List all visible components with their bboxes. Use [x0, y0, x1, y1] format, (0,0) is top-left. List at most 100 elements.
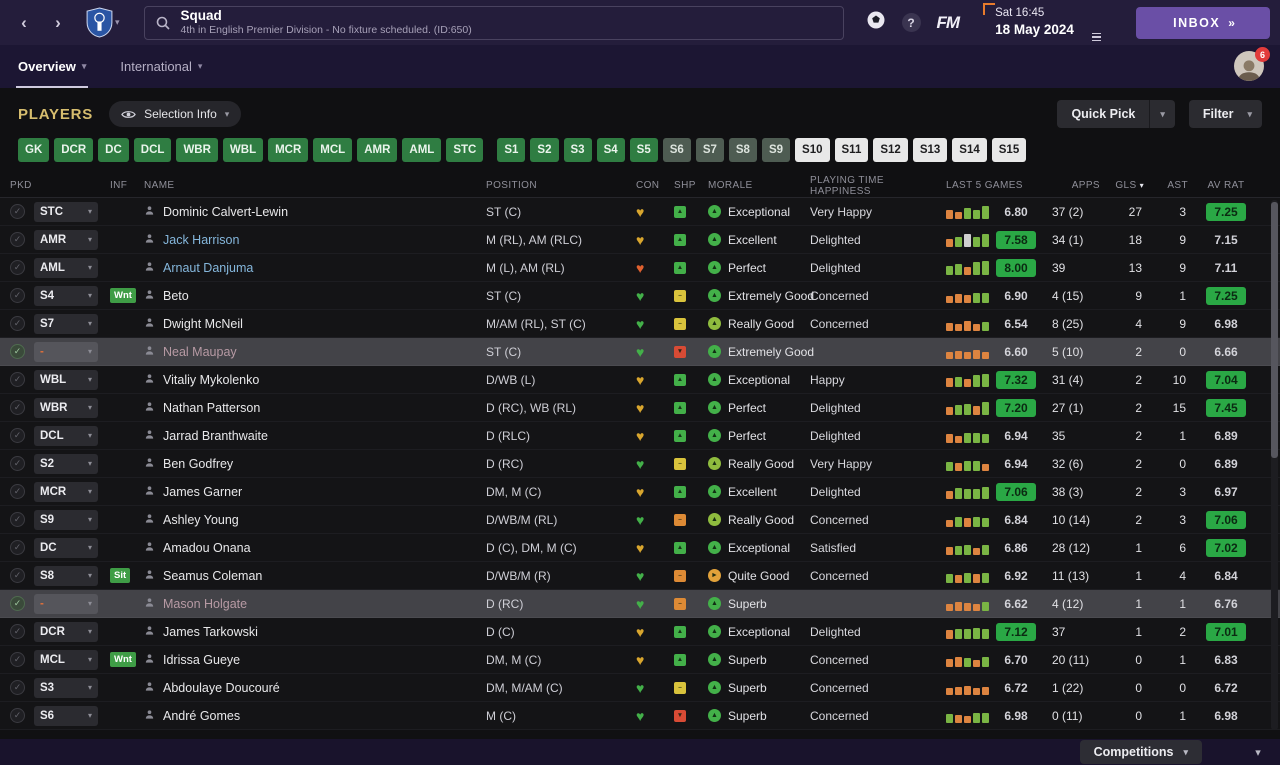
- picked-position-dropdown[interactable]: STC ▾: [34, 201, 98, 222]
- column-header-happiness[interactable]: PLAYING TIME HAPPINESS: [810, 174, 884, 197]
- picked-position-dropdown[interactable]: - ▾: [34, 593, 98, 614]
- player-row[interactable]: ✓ MCR ▾ James Garner DM, M (C) ♥ ▲ ▲ Excellent De…: [0, 478, 1280, 506]
- column-header-con[interactable]: CON: [636, 180, 660, 191]
- select-player-checkbox[interactable]: ✓: [10, 596, 25, 611]
- position-filter-s7[interactable]: S7: [695, 138, 724, 162]
- club-badge[interactable]: ▾: [86, 7, 120, 38]
- quick-pick-button[interactable]: Quick Pick ▾: [1057, 100, 1175, 128]
- position-filter-amr[interactable]: AMR: [357, 138, 398, 162]
- position-filter-s5[interactable]: S5: [629, 138, 658, 162]
- position-filter-s14[interactable]: S14: [952, 138, 987, 162]
- select-player-checkbox[interactable]: ✓: [10, 400, 25, 415]
- inbox-button[interactable]: INBOX »: [1136, 6, 1270, 39]
- player-name[interactable]: Dominic Calvert-Lewin: [163, 204, 289, 219]
- position-filter-aml[interactable]: AML: [402, 138, 442, 162]
- position-filter-dcl[interactable]: DCL: [133, 138, 172, 162]
- player-name[interactable]: Vitaliy Mykolenko: [163, 372, 260, 387]
- picked-position-dropdown[interactable]: DC ▾: [34, 537, 98, 558]
- position-filter-dcr[interactable]: DCR: [54, 138, 94, 162]
- column-header-shp[interactable]: SHP: [674, 180, 696, 191]
- picked-position-dropdown[interactable]: WBR ▾: [34, 397, 98, 418]
- player-name[interactable]: Amadou Onana: [163, 540, 251, 555]
- column-header-pkd[interactable]: PKD: [10, 180, 32, 191]
- help-icon[interactable]: ?: [901, 13, 921, 32]
- player-name[interactable]: Dwight McNeil: [163, 316, 243, 331]
- selection-info-dropdown[interactable]: Selection Info ▾: [109, 101, 242, 127]
- column-header-position[interactable]: POSITION: [486, 180, 537, 191]
- picked-position-dropdown[interactable]: DCR ▾: [34, 621, 98, 642]
- player-name[interactable]: Neal Maupay: [163, 344, 237, 359]
- notification-badge[interactable]: 6: [1255, 47, 1270, 62]
- player-row[interactable]: ✓ S3 ▾ Abdoulaye Doucouré DM, M/AM (C) ♥ – ▲ Sup…: [0, 674, 1280, 702]
- picked-position-dropdown[interactable]: AML ▾: [34, 257, 98, 278]
- select-player-checkbox[interactable]: ✓: [10, 484, 25, 499]
- picked-position-dropdown[interactable]: S2 ▾: [34, 453, 98, 474]
- vertical-scrollbar[interactable]: [1271, 200, 1278, 730]
- player-name[interactable]: Ashley Young: [163, 512, 239, 527]
- picked-position-dropdown[interactable]: AMR ▾: [34, 229, 98, 250]
- manager-avatar[interactable]: 6: [1234, 47, 1270, 83]
- column-header-inf[interactable]: INF: [110, 180, 128, 191]
- position-filter-s8[interactable]: S8: [728, 138, 757, 162]
- player-row[interactable]: ✓ S6 ▾ André Gomes M (C) ♥ ▼ ▲ Superb Concerned 6.…: [0, 702, 1280, 730]
- player-row[interactable]: ✓ WBL ▾ Vitaliy Mykolenko D/WB (L) ♥ ▲ ▲ Excepti…: [0, 366, 1280, 394]
- position-filter-s11[interactable]: S11: [834, 138, 869, 162]
- position-filter-s10[interactable]: S10: [795, 138, 830, 162]
- position-filter-s6[interactable]: S6: [662, 138, 691, 162]
- position-filter-gk[interactable]: GK: [18, 138, 50, 162]
- scrollbar-thumb[interactable]: [1271, 202, 1278, 458]
- expand-panel-chevron[interactable]: ▾: [1255, 746, 1261, 759]
- position-filter-mcl[interactable]: MCL: [313, 138, 353, 162]
- picked-position-dropdown[interactable]: S6 ▾: [34, 705, 98, 726]
- column-header-avrat[interactable]: AV RAT: [1207, 180, 1245, 191]
- select-player-checkbox[interactable]: ✓: [10, 316, 25, 331]
- column-header-ast[interactable]: AST: [1167, 180, 1188, 191]
- position-filter-s3[interactable]: S3: [563, 138, 592, 162]
- select-player-checkbox[interactable]: ✓: [10, 428, 25, 443]
- player-name[interactable]: Arnaut Danjuma: [163, 260, 254, 275]
- player-name[interactable]: Ben Godfrey: [163, 456, 234, 471]
- position-filter-s13[interactable]: S13: [912, 138, 948, 162]
- player-row[interactable]: ✓ S4 ▾ Wnt Beto ST (C) ♥ – ▲ Extremely Good Concer…: [0, 282, 1280, 310]
- back-button[interactable]: ‹: [21, 12, 27, 32]
- picked-position-dropdown[interactable]: S4 ▾: [34, 285, 98, 306]
- picked-position-dropdown[interactable]: MCR ▾: [34, 481, 98, 502]
- player-name[interactable]: Idrissa Gueye: [163, 652, 241, 667]
- player-row[interactable]: ✓ WBR ▾ Nathan Patterson D (RC), WB (RL) ♥ ▲ ▲ P…: [0, 394, 1280, 422]
- player-row[interactable]: ✓ DCL ▾ Jarrad Branthwaite D (RLC) ♥ ▲ ▲ Perfect…: [0, 422, 1280, 450]
- filter-button[interactable]: Filter ▾: [1188, 100, 1262, 128]
- select-player-checkbox[interactable]: ✓: [10, 708, 25, 723]
- position-filter-s1[interactable]: S1: [497, 138, 526, 162]
- player-name[interactable]: Nathan Patterson: [163, 400, 261, 415]
- player-row[interactable]: ✓ S8 ▾ Sit Seamus Coleman D/WB/M (R) ♥ – ► Quite …: [0, 562, 1280, 590]
- player-row[interactable]: ✓ S2 ▾ Ben Godfrey D (RC) ♥ – ▲ Really Good Very …: [0, 450, 1280, 478]
- position-filter-s15[interactable]: S15: [991, 138, 1027, 162]
- player-name[interactable]: Jack Harrison: [163, 232, 240, 247]
- competitions-button[interactable]: Competitions ▾: [1079, 740, 1202, 764]
- select-player-checkbox[interactable]: ✓: [10, 568, 25, 583]
- picked-position-dropdown[interactable]: S8 ▾: [34, 565, 98, 586]
- player-name[interactable]: Beto: [163, 288, 189, 303]
- player-row[interactable]: ✓ DC ▾ Amadou Onana D (C), DM, M (C) ♥ ▲ ▲ Excep…: [0, 534, 1280, 562]
- player-row[interactable]: ✓ - ▾ Mason Holgate D (RC) ♥ – ▲ Superb 6.62 4 (12…: [0, 590, 1280, 618]
- picked-position-dropdown[interactable]: MCL ▾: [34, 649, 98, 670]
- picked-position-dropdown[interactable]: S7 ▾: [34, 313, 98, 334]
- position-filter-dc[interactable]: DC: [98, 138, 129, 162]
- position-filter-mcr[interactable]: MCR: [268, 138, 309, 162]
- player-name[interactable]: James Tarkowski: [163, 624, 258, 639]
- picked-position-dropdown[interactable]: DCL ▾: [34, 425, 98, 446]
- column-header-last5[interactable]: LAST 5 GAMES: [946, 180, 1023, 191]
- select-player-checkbox[interactable]: ✓: [10, 652, 25, 667]
- picked-position-dropdown[interactable]: S9 ▾: [34, 509, 98, 530]
- football-icon[interactable]: [866, 10, 886, 35]
- player-name[interactable]: James Garner: [163, 484, 243, 499]
- player-row[interactable]: ✓ STC ▾ Dominic Calvert-Lewin ST (C) ♥ ▲ ▲ Excep…: [0, 198, 1280, 226]
- tab-international[interactable]: International ▾: [120, 59, 203, 74]
- player-name[interactable]: Seamus Coleman: [163, 568, 263, 583]
- select-player-checkbox[interactable]: ✓: [10, 680, 25, 695]
- position-filter-s4[interactable]: S4: [596, 138, 625, 162]
- position-filter-wbl[interactable]: WBL: [222, 138, 264, 162]
- select-player-checkbox[interactable]: ✓: [10, 512, 25, 527]
- picked-position-dropdown[interactable]: S3 ▾: [34, 677, 98, 698]
- player-row[interactable]: ✓ AML ▾ Arnaut Danjuma M (L), AM (RL) ♥ ▲ ▲ Perf…: [0, 254, 1280, 282]
